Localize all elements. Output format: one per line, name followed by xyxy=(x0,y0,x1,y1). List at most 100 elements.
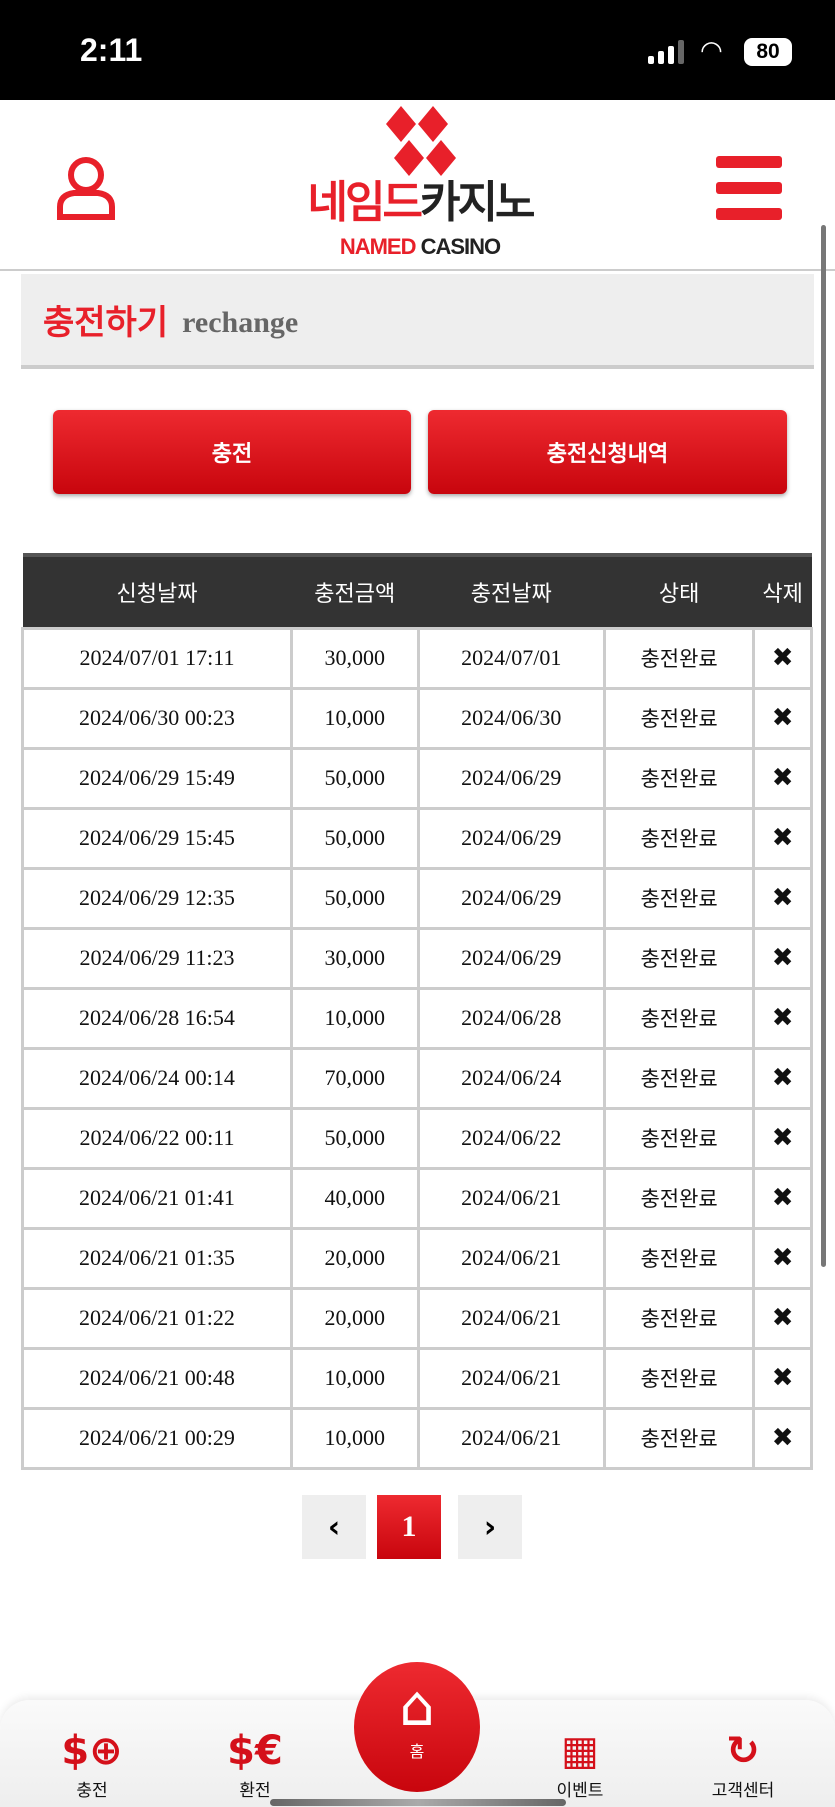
column-header: 신청날짜 xyxy=(22,553,292,628)
support-24-icon: ↻ xyxy=(726,1728,760,1774)
status: 충전완료 xyxy=(602,746,756,810)
nav-exchange[interactable]: $€ 환전 xyxy=(200,1726,310,1802)
status: 충전완료 xyxy=(602,686,756,750)
charge-date: 2024/06/29 xyxy=(416,926,607,990)
table-row: 2024/06/21 01:41 40,000 2024/06/21 충전완료 ✖ xyxy=(21,1166,813,1230)
delete-icon[interactable]: ✖ xyxy=(752,746,813,810)
table-row: 2024/06/24 00:14 70,000 2024/06/24 충전완료 ✖ xyxy=(21,1046,813,1110)
charge-date: 2024/06/22 xyxy=(416,1106,607,1170)
charge-date: 2024/06/29 xyxy=(416,806,607,870)
nav-event[interactable]: ▦ 이벤트 xyxy=(525,1726,635,1802)
logo-en-red: NAMED xyxy=(339,234,417,259)
delete-icon[interactable]: ✖ xyxy=(752,1226,813,1290)
request-date: 2024/06/30 00:23 xyxy=(21,686,293,750)
delete-icon[interactable]: ✖ xyxy=(752,1286,813,1350)
column-header: 삭제 xyxy=(753,553,812,628)
charge-date: 2024/06/28 xyxy=(416,986,607,1050)
delete-icon[interactable]: ✖ xyxy=(752,1046,813,1110)
page-1-button[interactable]: 1 xyxy=(377,1495,441,1559)
column-header: 상태 xyxy=(604,553,754,628)
logo-en-dark: CASINO xyxy=(420,234,502,259)
status: 충전완료 xyxy=(602,866,756,930)
scrollbar[interactable] xyxy=(821,225,826,1267)
status: 충전완료 xyxy=(602,1166,756,1230)
table-row: 2024/06/21 01:35 20,000 2024/06/21 충전완료 ✖ xyxy=(21,1226,813,1290)
nav-charge[interactable]: $⊕ 충전 xyxy=(37,1726,147,1802)
table-row: 2024/06/29 11:23 30,000 2024/06/29 충전완료 ✖ xyxy=(21,926,813,990)
next-page-button[interactable]: › xyxy=(458,1495,522,1559)
table-row: 2024/06/21 00:29 10,000 2024/06/21 충전완료 ✖ xyxy=(21,1406,813,1470)
logo-text-red: 네임드 xyxy=(307,177,423,228)
request-date: 2024/06/21 00:29 xyxy=(21,1406,293,1470)
status: 충전완료 xyxy=(602,1406,756,1470)
charge-button[interactable]: 충전 xyxy=(53,410,411,494)
delete-icon[interactable]: ✖ xyxy=(752,986,813,1050)
status-bar: 2:11 ◠ 80 xyxy=(0,0,835,100)
request-date: 2024/06/29 15:49 xyxy=(21,746,293,810)
amount: 40,000 xyxy=(289,1166,420,1230)
charge-date: 2024/06/29 xyxy=(416,866,607,930)
amount: 10,000 xyxy=(289,986,420,1050)
amount: 50,000 xyxy=(289,806,420,870)
amount: 50,000 xyxy=(289,866,420,930)
status: 충전완료 xyxy=(602,1046,756,1110)
delete-icon[interactable]: ✖ xyxy=(752,1166,813,1230)
currency-exchange-icon: $€ xyxy=(227,1728,283,1774)
status: 충전완료 xyxy=(602,806,756,870)
delete-icon[interactable]: ✖ xyxy=(752,626,813,690)
charge-date: 2024/06/21 xyxy=(416,1226,607,1290)
home-icon: ⌂ xyxy=(399,1674,435,1739)
table-header-row: 신청날짜 충전금액 충전날짜 상태 삭제 xyxy=(22,553,812,628)
clock: 2:11 xyxy=(80,32,143,68)
request-date: 2024/06/21 01:35 xyxy=(21,1226,293,1290)
site-header: 네임드카지노 NAMED CASINO xyxy=(0,100,835,271)
table-row: 2024/06/29 15:49 50,000 2024/06/29 충전완료 ✖ xyxy=(21,746,813,810)
status: 충전완료 xyxy=(602,1226,756,1290)
table-row: 2024/06/21 01:22 20,000 2024/06/21 충전완료 ✖ xyxy=(21,1286,813,1350)
page-title-english: rechange xyxy=(182,305,299,339)
column-header: 충전날짜 xyxy=(418,553,605,628)
delete-icon[interactable]: ✖ xyxy=(752,686,813,750)
delete-icon[interactable]: ✖ xyxy=(752,1346,813,1410)
delete-icon[interactable]: ✖ xyxy=(752,806,813,870)
amount: 10,000 xyxy=(289,1406,420,1470)
request-date: 2024/07/01 17:11 xyxy=(21,626,293,690)
user-icon[interactable] xyxy=(56,155,116,221)
status: 충전완료 xyxy=(602,986,756,1050)
request-date: 2024/06/22 00:11 xyxy=(21,1106,293,1170)
prev-page-button[interactable]: ‹ xyxy=(302,1495,366,1559)
charge-date: 2024/06/21 xyxy=(416,1346,607,1410)
nav-home[interactable]: ⌂ 홈 xyxy=(354,1662,480,1792)
charge-history-button[interactable]: 충전신청내역 xyxy=(428,410,787,494)
status: 충전완료 xyxy=(602,1346,756,1410)
delete-icon[interactable]: ✖ xyxy=(752,866,813,930)
request-date: 2024/06/21 00:48 xyxy=(21,1346,293,1410)
nav-label: 홈 xyxy=(409,1742,425,1761)
charge-date: 2024/06/21 xyxy=(416,1286,607,1350)
amount: 70,000 xyxy=(289,1046,420,1110)
amount: 20,000 xyxy=(289,1286,420,1350)
hamburger-menu-icon[interactable] xyxy=(716,156,782,234)
logo-diamonds-icon xyxy=(386,106,456,176)
wifi-icon: ◠ xyxy=(700,36,723,66)
delete-icon[interactable]: ✖ xyxy=(752,1406,813,1470)
page-title: 충전하기 rechange xyxy=(21,274,814,369)
delete-icon[interactable]: ✖ xyxy=(752,1106,813,1170)
logo[interactable]: 네임드카지노 NAMED CASINO xyxy=(260,106,580,266)
amount: 50,000 xyxy=(289,746,420,810)
request-date: 2024/06/29 15:45 xyxy=(21,806,293,870)
amount: 50,000 xyxy=(289,1106,420,1170)
nav-support[interactable]: ↻ 고객센터 xyxy=(688,1726,798,1802)
delete-icon[interactable]: ✖ xyxy=(752,926,813,990)
nav-label: 이벤트 xyxy=(556,1781,604,1801)
home-indicator[interactable] xyxy=(270,1799,566,1806)
dollar-plus-icon: $⊕ xyxy=(61,1728,123,1774)
amount: 10,000 xyxy=(289,1346,420,1410)
table-row: 2024/06/30 00:23 10,000 2024/06/30 충전완료 ✖ xyxy=(21,686,813,750)
nav-label: 고객센터 xyxy=(711,1781,775,1801)
charge-date: 2024/07/01 xyxy=(416,626,607,690)
status: 충전완료 xyxy=(602,1286,756,1350)
page-title-korean: 충전하기 xyxy=(43,303,169,343)
table-row: 2024/06/29 15:45 50,000 2024/06/29 충전완료 ✖ xyxy=(21,806,813,870)
status: 충전완료 xyxy=(602,626,756,690)
